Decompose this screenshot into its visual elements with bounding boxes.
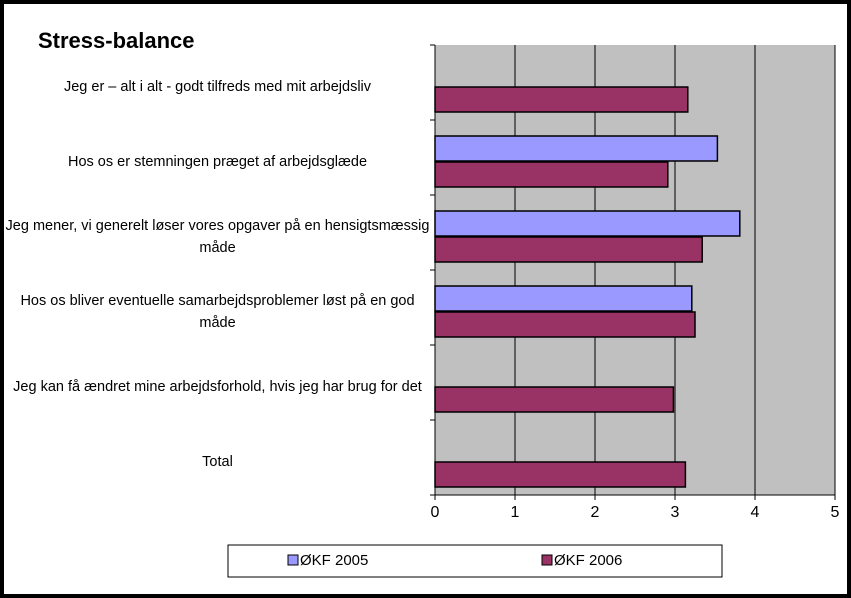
bar	[434, 285, 693, 312]
x-tick-label: 1	[511, 504, 520, 521]
x-tick-label: 4	[751, 504, 760, 521]
category-label-box: Hos os bliver eventuelle samarbejdsprobl…	[20, 292, 415, 331]
category-label-box: Hos os er stemningen præget af arbejdsgl…	[67, 153, 368, 170]
bar	[434, 161, 669, 188]
legend	[227, 544, 723, 578]
bar	[434, 461, 687, 488]
y-tick-label: Hos os bliver eventuelle samarbejdsprobl…	[20, 292, 415, 331]
legend-label: ØKF 2006	[554, 552, 622, 569]
y-tick-label: Hos os er stemningen præget af arbejdsgl…	[67, 153, 368, 170]
category-label-box: Total	[202, 453, 233, 470]
y-tick-label: Jeg kan få ændret mine arbejdsforhold, h…	[13, 378, 422, 395]
bar	[434, 236, 703, 263]
category-label-box: Jeg mener, vi generelt løser vores opgav…	[5, 217, 430, 256]
bar	[434, 86, 689, 113]
x-tick-label: 2	[591, 504, 600, 521]
bar	[434, 311, 696, 338]
bar	[434, 386, 675, 413]
x-tick-label: 5	[831, 504, 840, 521]
y-tick-label: Jeg er – alt i alt - godt tilfreds med m…	[63, 78, 372, 95]
category-label-box: Jeg kan få ændret mine arbejdsforhold, h…	[13, 378, 422, 395]
bar	[434, 210, 741, 237]
category-label-box: Jeg er – alt i alt - godt tilfreds med m…	[63, 78, 372, 95]
x-tick-label: 0	[431, 504, 440, 521]
bar	[434, 135, 719, 162]
legend-swatch	[287, 554, 299, 566]
chart-title: Stress-balance	[38, 28, 195, 53]
legend-swatch	[541, 554, 553, 566]
legend-label: ØKF 2005	[300, 552, 368, 569]
plot-area	[435, 45, 835, 495]
y-tick-label: Total	[202, 453, 233, 470]
y-tick-label: Jeg mener, vi generelt løser vores opgav…	[5, 217, 430, 256]
x-tick-label: 3	[671, 504, 680, 521]
